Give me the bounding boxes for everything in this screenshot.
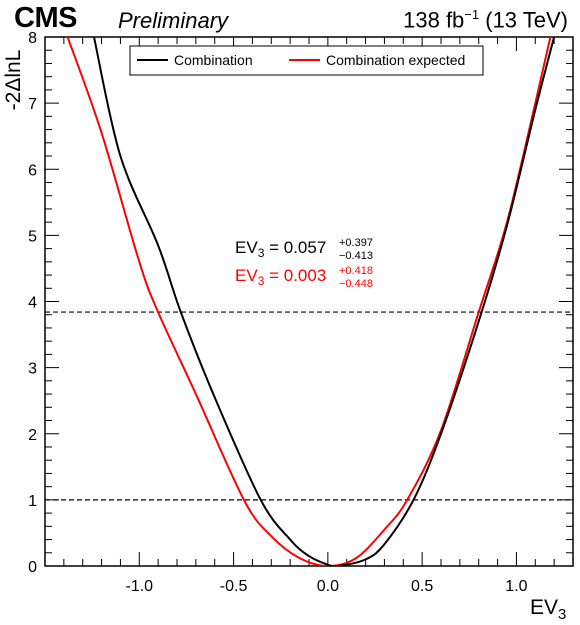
axis-ticks [45, 36, 573, 567]
tick-labels: -1.0 -0.5 0.0 0.5 1.0 0 1 2 3 4 5 6 7 8 [28, 30, 528, 595]
fit-up-error-observed: +0.397 [339, 237, 373, 249]
legend: Combination Combination expected [129, 45, 484, 76]
curve-combination [93, 37, 556, 566]
x-axis-label: EV3 [530, 596, 566, 623]
fit-var-expected: EV [235, 266, 258, 285]
y-tick-label: 0 [28, 559, 37, 576]
fit-value-expected: = 0.003 [264, 266, 326, 285]
lumi-exponent: −1 [464, 7, 480, 22]
fit-result-observed-text: EV3 = 0.057 [235, 238, 326, 260]
y-tick-label: 3 [28, 361, 37, 378]
x-tick-label: 1.0 [505, 578, 527, 595]
x-tick-label: 0.5 [411, 578, 433, 595]
curve-combination-expected [66, 37, 552, 566]
x-axis-label-main: EV [530, 596, 558, 619]
fit-value-observed: = 0.057 [264, 238, 326, 257]
fit-result-expected-text: EV3 = 0.003 [235, 266, 326, 288]
energy-label: (13 TeV) [485, 7, 568, 33]
x-axis-label-sub: 3 [558, 606, 566, 623]
fit-var-sub-expected: 3 [258, 274, 265, 288]
status-label: Preliminary [118, 8, 229, 33]
fit-down-error-observed: −0.413 [339, 250, 373, 262]
plot-frame [44, 36, 574, 567]
curves [66, 37, 556, 566]
y-tick-label: 7 [28, 96, 37, 113]
fit-down-error-expected: −0.448 [339, 278, 373, 290]
fit-var-observed: EV [235, 238, 258, 257]
x-tick-label: -0.5 [220, 578, 248, 595]
y-tick-label: 5 [28, 228, 37, 245]
y-tick-label: 1 [28, 493, 37, 510]
luminosity-label: 138 fb−1 (13 TeV) [403, 7, 568, 33]
legend-label-expected: Combination expected [326, 52, 465, 68]
reference-lines [45, 311, 573, 501]
y-tick-label: 4 [28, 295, 37, 312]
x-tick-label: 0.0 [317, 578, 339, 595]
y-tick-label: 2 [28, 427, 37, 444]
fit-result-expected: EV3 = 0.003 +0.418 −0.448 [235, 265, 373, 290]
lumi-value: 138 fb [403, 7, 465, 33]
fit-result-observed: EV3 = 0.057 +0.397 −0.413 [235, 237, 373, 262]
fit-up-error-expected: +0.418 [339, 265, 373, 277]
x-tick-label: -1.0 [125, 578, 153, 595]
fit-var-sub-observed: 3 [258, 246, 265, 260]
y-tick-label: 8 [28, 30, 37, 47]
y-axis-label: -2ΔlnL [2, 50, 25, 111]
experiment-label: CMS [14, 2, 77, 34]
legend-label-combination: Combination [174, 52, 253, 68]
y-tick-label: 6 [28, 162, 37, 179]
